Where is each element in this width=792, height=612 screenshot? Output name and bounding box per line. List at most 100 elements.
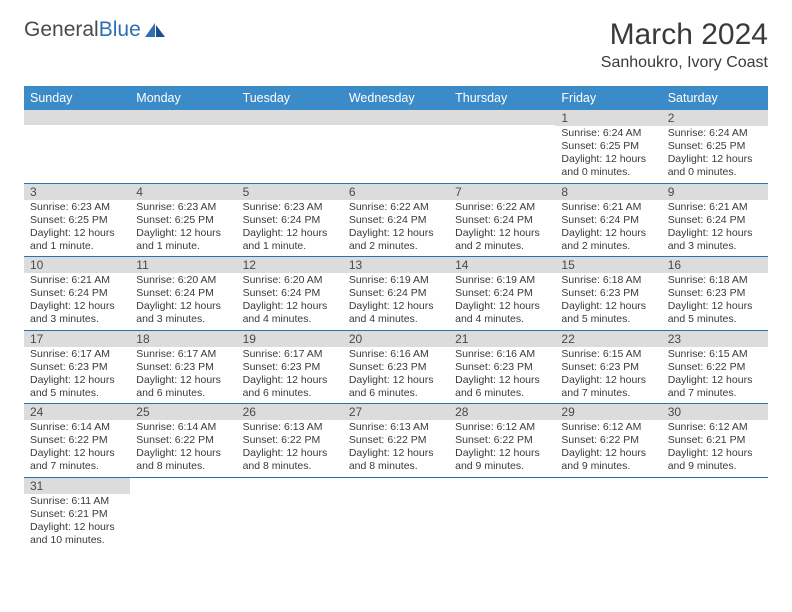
day-number: 8 [555,184,661,200]
sunset-line: Sunset: 6:24 PM [455,287,549,300]
daylight-line-1: Daylight: 12 hours [668,374,762,387]
calendar-cell: 22Sunrise: 6:15 AMSunset: 6:23 PMDayligh… [555,330,661,404]
daylight-line-1: Daylight: 12 hours [30,227,124,240]
sunset-line: Sunset: 6:23 PM [243,361,337,374]
calendar-cell: 5Sunrise: 6:23 AMSunset: 6:24 PMDaylight… [237,183,343,257]
day-details: Sunrise: 6:19 AMSunset: 6:24 PMDaylight:… [449,273,555,330]
day-number: 11 [130,257,236,273]
sunrise-line: Sunrise: 6:18 AM [668,274,762,287]
day-details [130,493,236,497]
calendar-cell: 23Sunrise: 6:15 AMSunset: 6:22 PMDayligh… [662,330,768,404]
sunrise-line: Sunrise: 6:14 AM [136,421,230,434]
day-number: 30 [662,404,768,420]
day-number [343,110,449,125]
sunrise-line: Sunrise: 6:24 AM [668,127,762,140]
day-details: Sunrise: 6:16 AMSunset: 6:23 PMDaylight:… [343,347,449,404]
calendar-cell [237,110,343,183]
calendar-week: 17Sunrise: 6:17 AMSunset: 6:23 PMDayligh… [24,330,768,404]
daylight-line-1: Daylight: 12 hours [30,447,124,460]
day-number: 1 [555,110,661,126]
sunset-line: Sunset: 6:21 PM [668,434,762,447]
calendar-cell [343,110,449,183]
calendar-cell: 9Sunrise: 6:21 AMSunset: 6:24 PMDaylight… [662,183,768,257]
daylight-line-1: Daylight: 12 hours [243,227,337,240]
day-number: 4 [130,184,236,200]
day-number: 15 [555,257,661,273]
day-number [24,110,130,125]
daylight-line-1: Daylight: 12 hours [561,447,655,460]
sunrise-line: Sunrise: 6:23 AM [136,201,230,214]
daylight-line-2: and 9 minutes. [561,460,655,473]
calendar-cell: 8Sunrise: 6:21 AMSunset: 6:24 PMDaylight… [555,183,661,257]
day-number [449,110,555,125]
sunrise-line: Sunrise: 6:19 AM [455,274,549,287]
day-details: Sunrise: 6:13 AMSunset: 6:22 PMDaylight:… [343,420,449,477]
day-number: 9 [662,184,768,200]
calendar-cell: 17Sunrise: 6:17 AMSunset: 6:23 PMDayligh… [24,330,130,404]
day-number: 20 [343,331,449,347]
daylight-line-2: and 8 minutes. [243,460,337,473]
daylight-line-1: Daylight: 12 hours [30,521,124,534]
sunrise-line: Sunrise: 6:24 AM [561,127,655,140]
sunrise-line: Sunrise: 6:21 AM [668,201,762,214]
logo: GeneralBlue [24,18,167,42]
day-number: 6 [343,184,449,200]
sunrise-line: Sunrise: 6:22 AM [349,201,443,214]
day-number [237,110,343,125]
daylight-line-2: and 8 minutes. [349,460,443,473]
weekday-header-row: SundayMondayTuesdayWednesdayThursdayFrid… [24,86,768,110]
sunset-line: Sunset: 6:23 PM [561,287,655,300]
day-number: 14 [449,257,555,273]
daylight-line-2: and 4 minutes. [243,313,337,326]
daylight-line-1: Daylight: 12 hours [243,374,337,387]
calendar-cell: 16Sunrise: 6:18 AMSunset: 6:23 PMDayligh… [662,257,768,331]
day-details: Sunrise: 6:23 AMSunset: 6:25 PMDaylight:… [24,200,130,257]
calendar-week: 1Sunrise: 6:24 AMSunset: 6:25 PMDaylight… [24,110,768,183]
sunrise-line: Sunrise: 6:12 AM [561,421,655,434]
day-number: 26 [237,404,343,420]
daylight-line-1: Daylight: 12 hours [455,374,549,387]
daylight-line-1: Daylight: 12 hours [668,153,762,166]
day-details: Sunrise: 6:23 AMSunset: 6:24 PMDaylight:… [237,200,343,257]
sunset-line: Sunset: 6:22 PM [30,434,124,447]
sunset-line: Sunset: 6:25 PM [136,214,230,227]
daylight-line-2: and 6 minutes. [136,387,230,400]
day-number: 19 [237,331,343,347]
month-title: March 2024 [601,18,768,52]
day-details: Sunrise: 6:17 AMSunset: 6:23 PMDaylight:… [24,347,130,404]
day-details: Sunrise: 6:18 AMSunset: 6:23 PMDaylight:… [662,273,768,330]
calendar-cell: 28Sunrise: 6:12 AMSunset: 6:22 PMDayligh… [449,404,555,478]
daylight-line-1: Daylight: 12 hours [561,374,655,387]
calendar-cell: 3Sunrise: 6:23 AMSunset: 6:25 PMDaylight… [24,183,130,257]
daylight-line-2: and 3 minutes. [30,313,124,326]
calendar-week: 31Sunrise: 6:11 AMSunset: 6:21 PMDayligh… [24,477,768,550]
weekday-header: Saturday [662,86,768,110]
sunrise-line: Sunrise: 6:14 AM [30,421,124,434]
sail-icon [143,21,167,39]
calendar-cell: 15Sunrise: 6:18 AMSunset: 6:23 PMDayligh… [555,257,661,331]
day-number: 5 [237,184,343,200]
daylight-line-1: Daylight: 12 hours [136,374,230,387]
calendar-week: 3Sunrise: 6:23 AMSunset: 6:25 PMDaylight… [24,183,768,257]
calendar-cell [237,477,343,550]
sunset-line: Sunset: 6:22 PM [243,434,337,447]
sunrise-line: Sunrise: 6:23 AM [30,201,124,214]
daylight-line-2: and 7 minutes. [30,460,124,473]
daylight-line-2: and 6 minutes. [349,387,443,400]
day-details: Sunrise: 6:14 AMSunset: 6:22 PMDaylight:… [130,420,236,477]
daylight-line-2: and 0 minutes. [668,166,762,179]
daylight-line-1: Daylight: 12 hours [349,447,443,460]
weekday-header: Wednesday [343,86,449,110]
daylight-line-1: Daylight: 12 hours [243,447,337,460]
day-details [237,125,343,129]
calendar-cell: 30Sunrise: 6:12 AMSunset: 6:21 PMDayligh… [662,404,768,478]
daylight-line-2: and 3 minutes. [136,313,230,326]
day-details: Sunrise: 6:14 AMSunset: 6:22 PMDaylight:… [24,420,130,477]
day-number: 18 [130,331,236,347]
calendar-cell: 14Sunrise: 6:19 AMSunset: 6:24 PMDayligh… [449,257,555,331]
calendar-cell: 29Sunrise: 6:12 AMSunset: 6:22 PMDayligh… [555,404,661,478]
daylight-line-2: and 6 minutes. [243,387,337,400]
sunrise-line: Sunrise: 6:21 AM [561,201,655,214]
day-number: 29 [555,404,661,420]
calendar-cell: 10Sunrise: 6:21 AMSunset: 6:24 PMDayligh… [24,257,130,331]
